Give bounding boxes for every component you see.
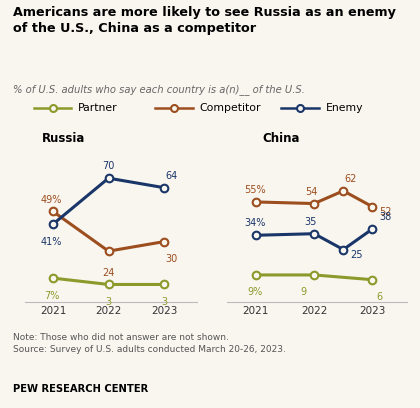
Text: China: China	[262, 132, 300, 145]
Text: Russia: Russia	[42, 132, 85, 145]
Text: 49%: 49%	[41, 195, 62, 204]
Text: 30: 30	[165, 254, 177, 264]
Text: 35: 35	[304, 217, 316, 227]
Text: 6: 6	[376, 292, 383, 302]
Text: 9%: 9%	[247, 288, 262, 297]
Text: Source: Survey of U.S. adults conducted March 20-26, 2023.: Source: Survey of U.S. adults conducted …	[13, 345, 286, 354]
Text: 62: 62	[344, 174, 357, 184]
Text: Enemy: Enemy	[326, 103, 363, 113]
Text: Americans are more likely to see Russia as an enemy
of the U.S., China as a comp: Americans are more likely to see Russia …	[13, 6, 396, 35]
Text: 70: 70	[102, 161, 115, 171]
Text: Note: Those who did not answer are not shown.: Note: Those who did not answer are not s…	[13, 333, 228, 341]
Text: 41%: 41%	[41, 237, 62, 247]
Text: Partner: Partner	[78, 103, 117, 113]
Text: 3: 3	[105, 297, 112, 307]
Text: 34%: 34%	[244, 218, 265, 228]
Text: 25: 25	[350, 250, 363, 260]
Text: 38: 38	[379, 212, 391, 222]
Text: 64: 64	[165, 171, 177, 181]
Text: % of U.S. adults who say each country is a(n)__ of the U.S.: % of U.S. adults who say each country is…	[13, 84, 304, 95]
Text: 54: 54	[305, 186, 318, 197]
Text: 24: 24	[102, 268, 115, 278]
Text: 7%: 7%	[44, 290, 59, 301]
Text: 9: 9	[300, 288, 306, 297]
Text: Competitor: Competitor	[200, 103, 261, 113]
Text: 3: 3	[161, 297, 167, 307]
Text: 55%: 55%	[244, 185, 265, 195]
Text: PEW RESEARCH CENTER: PEW RESEARCH CENTER	[13, 384, 148, 394]
Text: 52: 52	[379, 207, 392, 217]
